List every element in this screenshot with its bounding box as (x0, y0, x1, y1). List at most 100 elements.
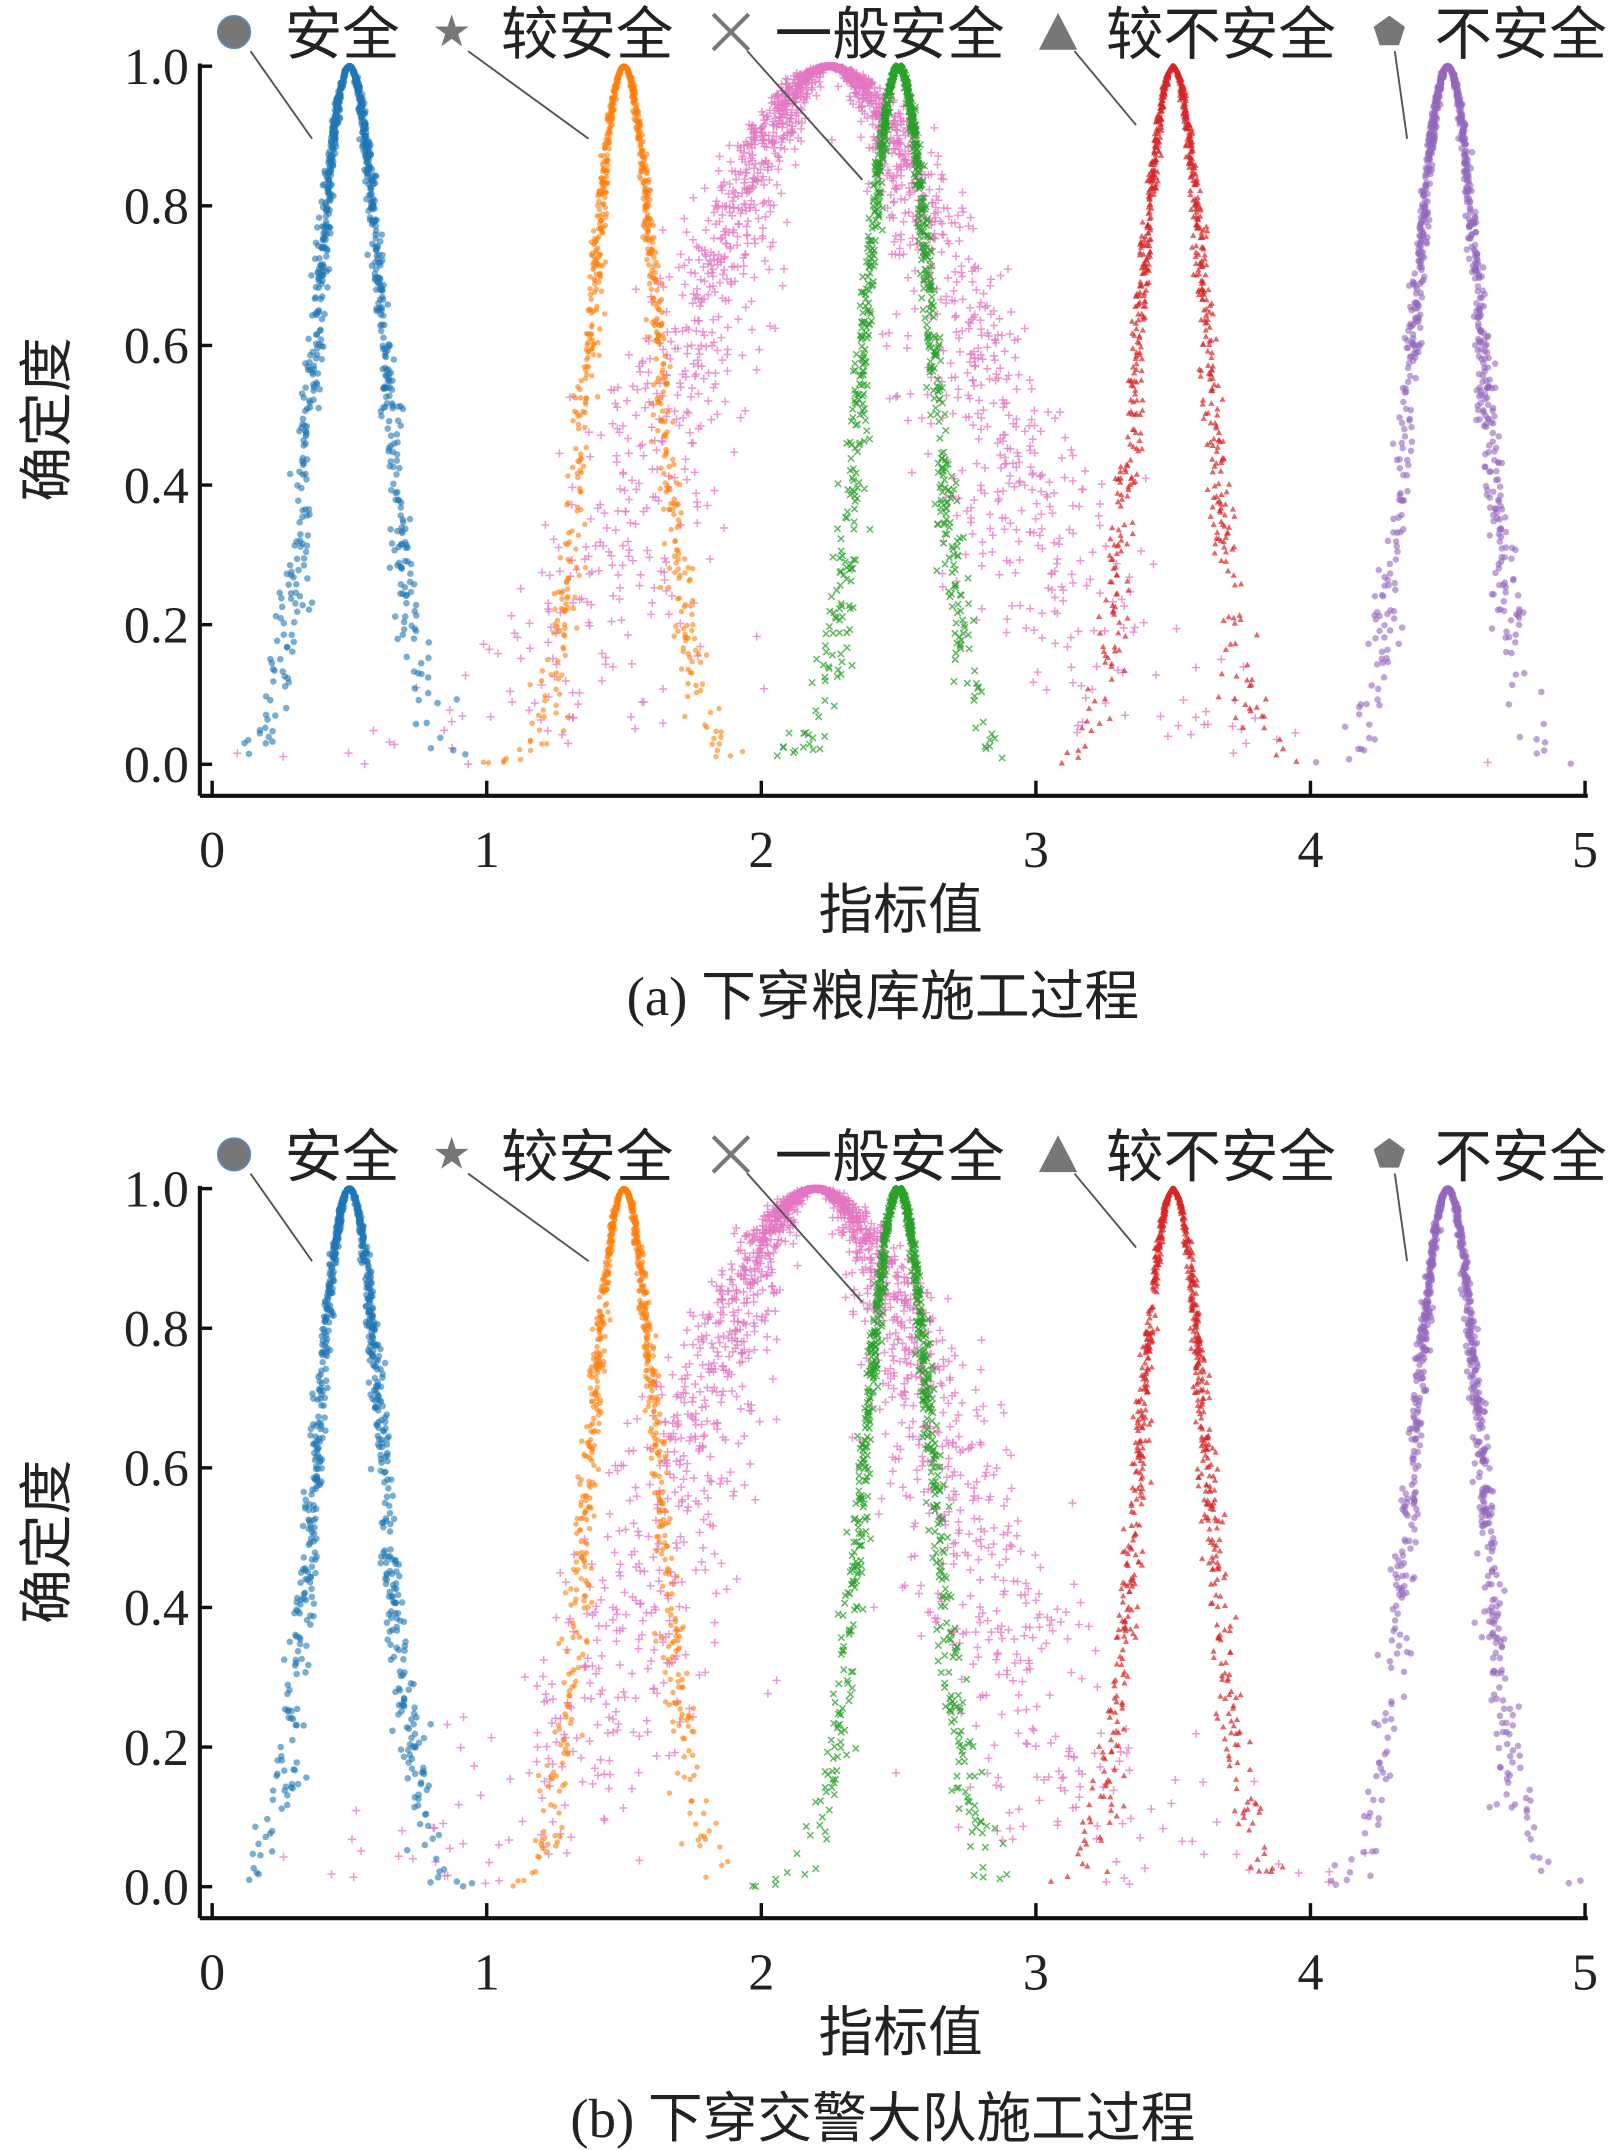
data-point (389, 402, 396, 409)
data-point (740, 148, 749, 157)
data-point (932, 192, 941, 201)
data-point (676, 250, 685, 259)
data-point (300, 555, 308, 562)
data-point (1228, 722, 1237, 731)
data-point (700, 184, 709, 193)
data-point (657, 436, 666, 445)
data-point (830, 702, 838, 710)
data-point (513, 633, 522, 642)
data-point (663, 451, 670, 457)
data-point (567, 558, 573, 565)
data-point (595, 245, 601, 251)
data-point (1191, 663, 1200, 672)
data-point (555, 589, 562, 595)
data-point (863, 113, 872, 123)
data-point (378, 412, 385, 420)
data-point (233, 749, 242, 758)
data-point (1063, 642, 1072, 651)
data-point (358, 110, 365, 118)
data-point (716, 234, 725, 244)
data-point (615, 428, 624, 437)
data-point (1197, 187, 1204, 194)
data-point (611, 88, 617, 95)
data-point (566, 530, 572, 536)
data-point (692, 326, 701, 336)
data-point (652, 269, 658, 276)
data-point (845, 92, 854, 101)
data-point (899, 127, 908, 136)
data-point (649, 492, 658, 502)
data-point (574, 625, 580, 631)
data-point (718, 181, 727, 190)
data-point (526, 644, 535, 653)
data-point (834, 480, 842, 488)
data-point (388, 540, 396, 547)
data-point (704, 216, 713, 225)
data-point (597, 270, 603, 277)
data-point (283, 643, 291, 651)
data-point (1101, 542, 1111, 551)
data-point (376, 280, 383, 288)
data-point (458, 711, 467, 721)
data-point (1058, 596, 1068, 606)
data-point (328, 161, 336, 169)
data-point (964, 324, 973, 333)
data-point (785, 729, 793, 737)
data-point (376, 305, 384, 313)
data-point (812, 655, 821, 663)
data-point (525, 706, 534, 715)
data-point (822, 648, 831, 656)
data-point (696, 275, 705, 284)
data-point (1059, 586, 1068, 595)
data-point (936, 217, 945, 226)
data-point (387, 526, 394, 533)
data-point (650, 412, 657, 418)
data-point (557, 555, 564, 561)
data-point (926, 411, 935, 419)
data-point (580, 463, 587, 469)
data-point (561, 676, 570, 686)
data-point (627, 659, 636, 668)
data-point (290, 618, 298, 626)
data-point (1015, 477, 1024, 486)
data-point (943, 274, 953, 283)
data-point (1129, 627, 1138, 637)
data-point (312, 355, 320, 362)
data-point (1108, 676, 1115, 682)
data-point (380, 334, 387, 341)
data-point (708, 272, 718, 281)
data-point (1225, 524, 1233, 530)
data-point (700, 246, 710, 255)
data-point (741, 406, 750, 415)
data-point (892, 126, 902, 135)
data-point (796, 137, 806, 146)
data-point (560, 644, 566, 650)
data-point (847, 454, 855, 463)
data-point (315, 284, 322, 291)
data-point (1028, 485, 1037, 494)
data-point (689, 359, 698, 368)
data-point (903, 273, 913, 282)
data-point (625, 546, 634, 555)
data-point (773, 752, 781, 760)
data-point (720, 265, 729, 274)
data-point (709, 741, 715, 747)
data-point (552, 606, 558, 612)
data-point (319, 261, 327, 268)
data-point (596, 431, 606, 440)
data-point (269, 727, 276, 735)
data-point (616, 484, 625, 494)
data-point (950, 677, 958, 686)
data-point (780, 145, 789, 154)
data-point (1229, 505, 1237, 512)
data-point (586, 452, 595, 461)
data-point (601, 145, 608, 152)
data-point (887, 250, 897, 259)
data-point (713, 256, 722, 265)
data-point (718, 729, 724, 735)
data-point (883, 203, 892, 213)
data-point (995, 314, 1004, 323)
data-point (659, 280, 665, 287)
data-point (686, 268, 695, 277)
data-point (993, 330, 1002, 340)
